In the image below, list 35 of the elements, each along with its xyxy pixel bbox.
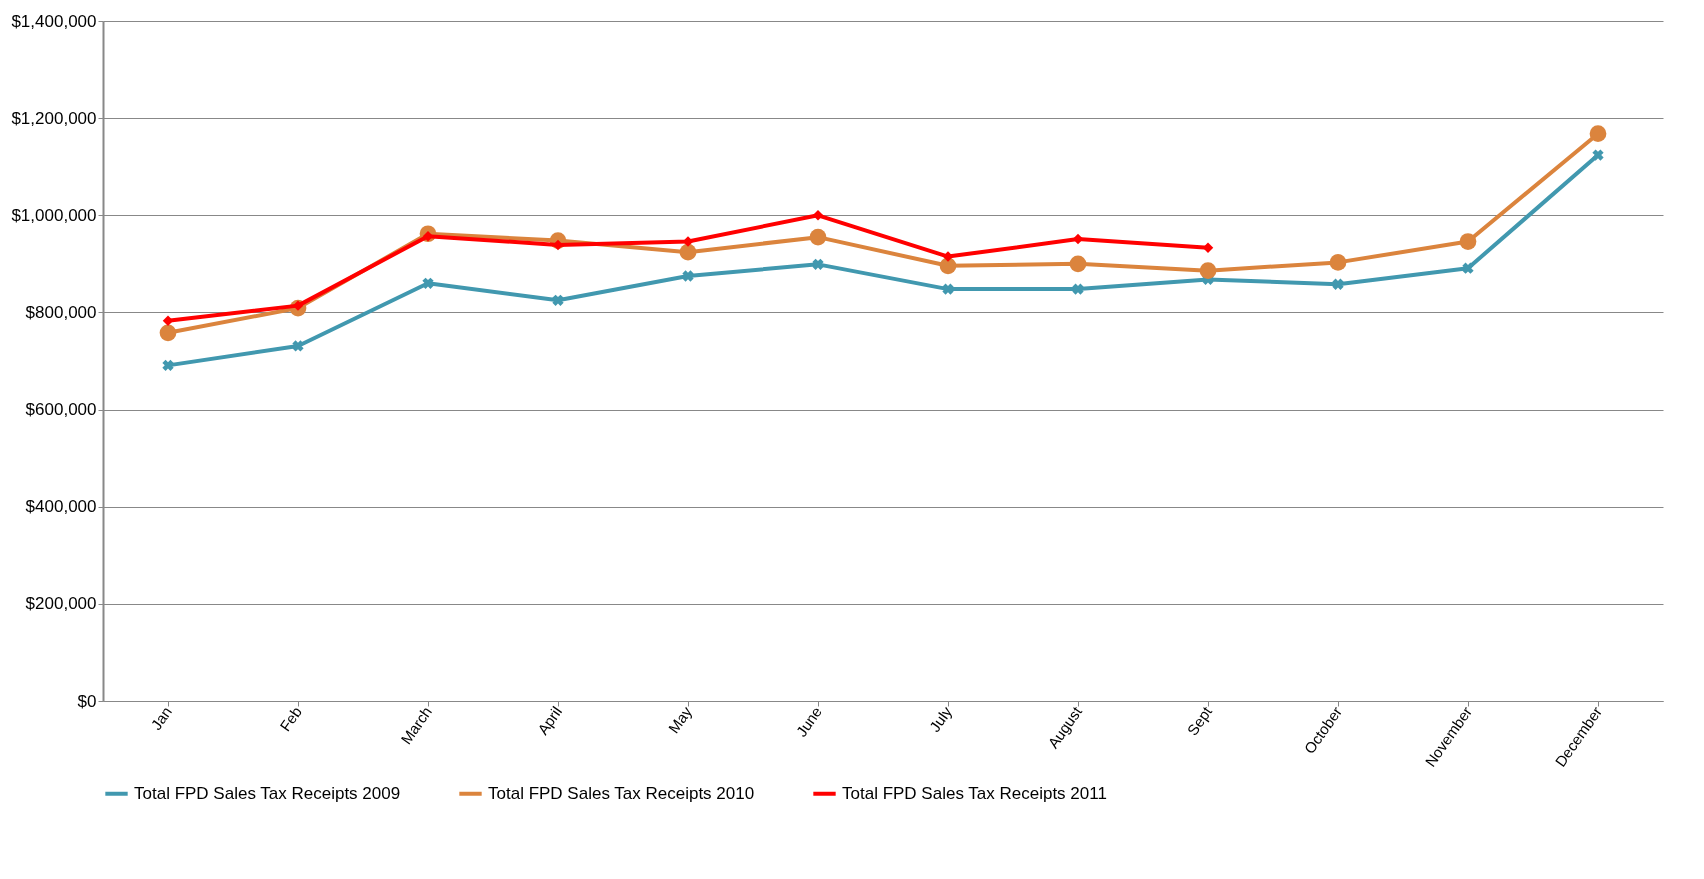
legend-label: Total FPD Sales Tax Receipts 2010	[488, 783, 755, 803]
point	[1199, 262, 1217, 280]
point	[812, 258, 824, 270]
point	[942, 283, 954, 295]
point	[1069, 255, 1087, 273]
y-tick-label: $400,000	[25, 497, 97, 517]
y-tick-label: $1,400,000	[11, 11, 97, 31]
y-tick-label: $0	[77, 691, 97, 711]
point	[812, 210, 824, 221]
legend-label: Total FPD Sales Tax Receipts 2009	[134, 783, 401, 803]
point	[1589, 125, 1607, 143]
point	[159, 324, 177, 342]
point	[1462, 262, 1474, 274]
point	[1332, 278, 1344, 290]
point	[1072, 283, 1084, 295]
point	[552, 294, 564, 306]
point	[292, 340, 304, 352]
point	[1459, 233, 1477, 250]
x-tick-label: Jan	[147, 703, 176, 733]
point	[1329, 254, 1347, 271]
y-tick-label: $1,200,000	[11, 108, 97, 128]
x-tick-label: July	[925, 702, 956, 735]
y-tick-label: $800,000	[25, 302, 97, 322]
x-tick-label: Feb	[276, 703, 306, 735]
point	[679, 243, 697, 261]
y-tick-label: $1,000,000	[11, 205, 97, 225]
y-tick-label: $200,000	[25, 594, 97, 614]
point	[422, 277, 434, 289]
point	[162, 359, 174, 372]
y-tick-label: $600,000	[25, 400, 97, 420]
legend-label: Total FPD Sales Tax Receipts 2011	[842, 783, 1107, 803]
point	[939, 257, 957, 275]
point	[1592, 149, 1604, 161]
point	[682, 270, 694, 282]
point	[809, 228, 827, 246]
